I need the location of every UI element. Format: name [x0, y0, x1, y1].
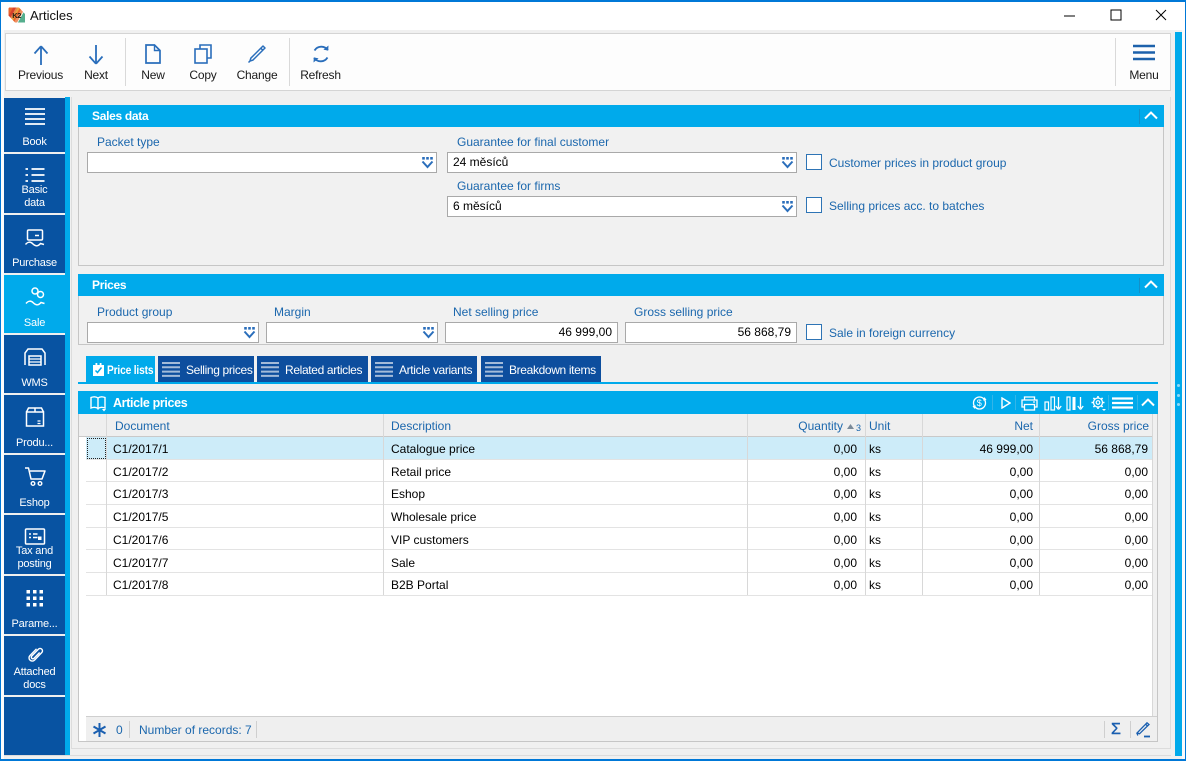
svg-text:K2: K2 — [12, 11, 21, 20]
svg-text:$: $ — [977, 398, 982, 408]
